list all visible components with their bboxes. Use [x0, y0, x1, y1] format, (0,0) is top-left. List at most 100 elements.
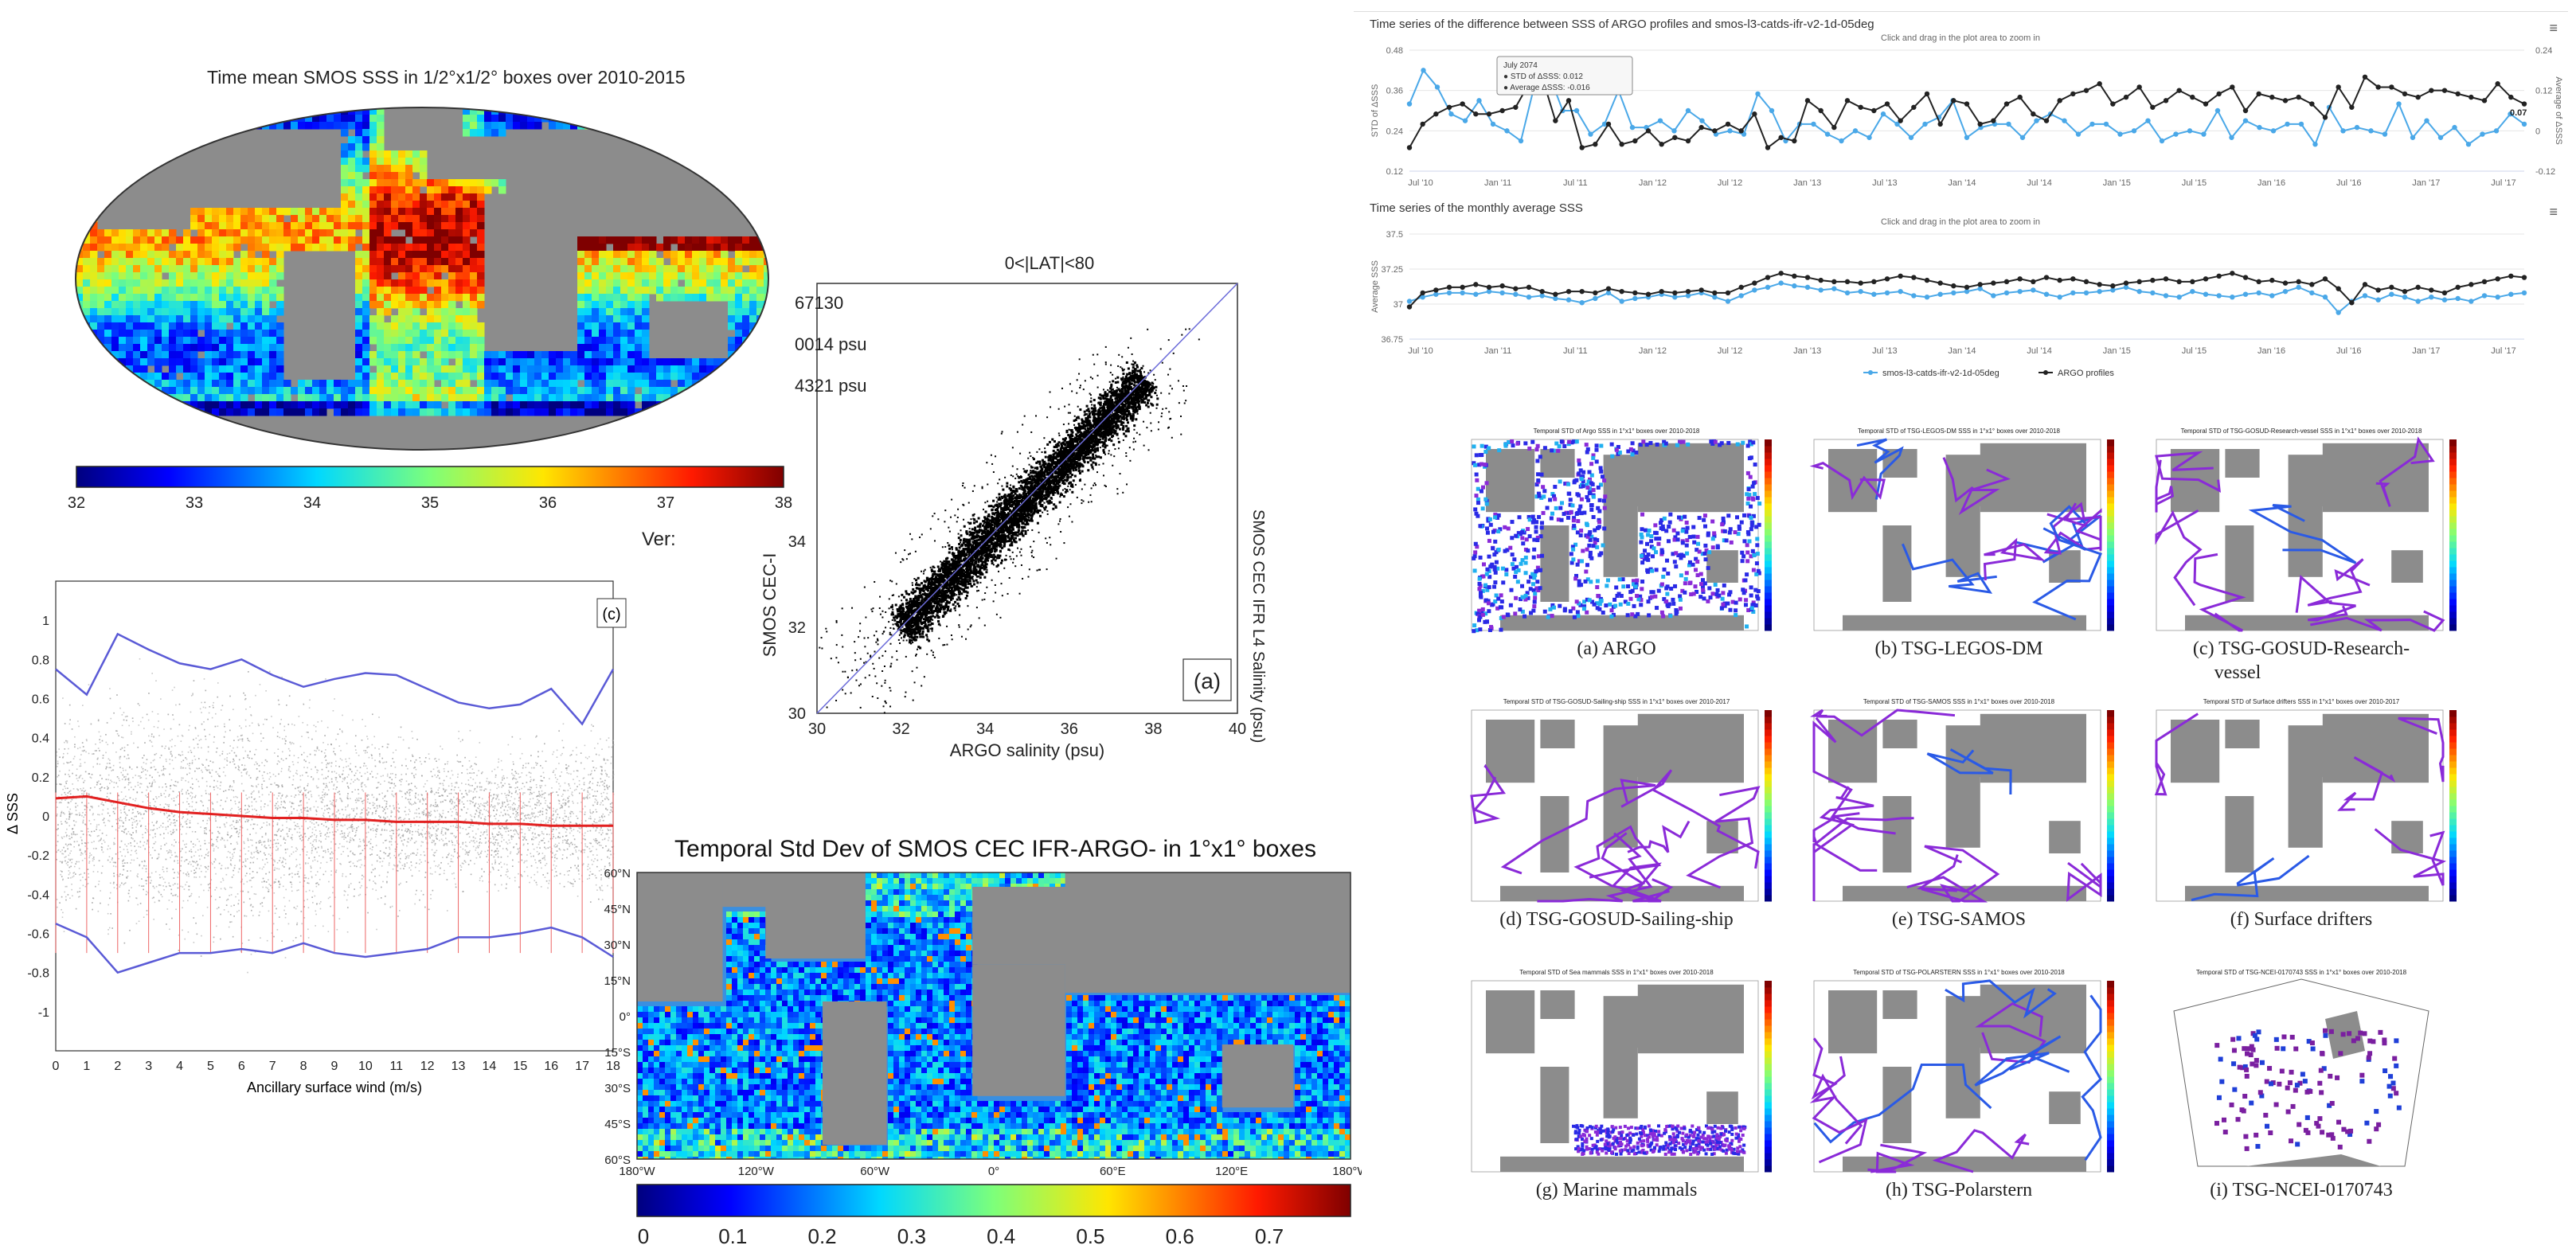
- ts-point: [2521, 275, 2527, 280]
- ts-point: [2173, 131, 2179, 137]
- ts-xtick-label: Jul '13: [1872, 178, 1897, 188]
- grid-map-title: Temporal STD of Sea mammals SSS in 1°x1°…: [1519, 969, 1714, 976]
- ts-point: [1659, 288, 1664, 295]
- wind-ytick-label: 0: [42, 810, 49, 824]
- ts-xtick-label: Jul '17: [2491, 178, 2515, 188]
- std-cbar-tick-label: 0: [638, 1224, 649, 1248]
- grid-map-caption: (d) TSG-GOSUD-Sailing-ship: [1499, 909, 1734, 930]
- grid-map-caption: (b) TSG-LEGOS-DM: [1875, 638, 2043, 659]
- ts-xtick-label: Jan '14: [1948, 346, 1976, 356]
- ts-point: [1884, 290, 1890, 296]
- ts-point: [1499, 283, 1505, 289]
- mean-map-colorbar: [76, 466, 784, 488]
- ts-point: [2402, 288, 2408, 295]
- ts-point: [2003, 279, 2010, 285]
- ts-point: [1818, 107, 1824, 114]
- grid-map-title: Temporal STD of TSG-GOSUD-Research-vesse…: [2181, 427, 2422, 435]
- ts-point: [1924, 277, 1930, 283]
- ts-xtick-label: Jul '16: [2336, 178, 2361, 188]
- wind-xtick-label: 14: [483, 1060, 497, 1073]
- std-map-lon-label: 60°E: [1100, 1165, 1126, 1178]
- mean-map-colorbar-ticks: 32 33 34 35 36 37 38: [68, 494, 792, 512]
- ts-point: [2043, 291, 2050, 297]
- ts-point: [2441, 297, 2448, 303]
- ts-xtick-label: Jul '12: [1718, 178, 1742, 188]
- ts-point: [1752, 287, 1757, 293]
- wind-xtick-label: 10: [358, 1060, 373, 1073]
- ts-point: [1672, 135, 1678, 140]
- ts-point: [1672, 295, 1678, 300]
- ts-point: [1446, 104, 1452, 110]
- ts-point: [1448, 111, 1454, 117]
- ts-difference-chart[interactable]: Time series of the difference between SS…: [1354, 11, 2568, 195]
- ts-point: [2495, 295, 2500, 300]
- ts-point: [1632, 295, 1638, 302]
- ts-point: [1460, 284, 1465, 291]
- ts-xtick-label: Jan '15: [2103, 178, 2131, 188]
- ts-point: [1908, 135, 1914, 140]
- ts-point: [2269, 293, 2275, 299]
- ts-point: [2285, 121, 2290, 127]
- scatter-xtick-label: 32: [892, 720, 909, 738]
- ts-point: [1804, 275, 1811, 280]
- ts-point: [2508, 273, 2514, 279]
- scatter-ytick-label: 32: [788, 619, 806, 637]
- ts-point: [1645, 128, 1652, 134]
- ts-point: [1579, 288, 1585, 295]
- ts-point: [2256, 91, 2261, 97]
- ts-xtick-label: Jul '15: [2182, 178, 2207, 188]
- ts-point: [1712, 128, 1718, 134]
- grid-map-colorbar: [1765, 439, 1772, 631]
- ts-xtick-label: Jul '11: [1563, 346, 1588, 356]
- std-cbar-tick-label: 0.1: [718, 1224, 747, 1248]
- grid-map-title: Temporal STD of TSG-LEGOS-DM SSS in 1°x1…: [1858, 427, 2060, 435]
- std-map-lon-label: 60°W: [860, 1165, 890, 1178]
- ts-point: [1911, 104, 1917, 110]
- wind-xtick-label: 12: [420, 1060, 435, 1073]
- ts-point: [2375, 297, 2381, 303]
- ts-point: [1619, 288, 1624, 295]
- ts-point: [1778, 280, 1784, 286]
- ts-point: [2312, 142, 2318, 147]
- ts-point: [1539, 293, 1545, 299]
- std-map-lat-label: 30°S: [604, 1082, 631, 1095]
- ts-point: [1566, 288, 1572, 295]
- scatter-right-axis-label: SMOS CEC IFR L4 Salinity (psu): [1249, 509, 1267, 743]
- wind-xtick-label: 11: [389, 1060, 403, 1073]
- ts-point: [2057, 98, 2062, 103]
- source-map-cell: Temporal STD of TSG-SAMOS SSS in 1°x1° b…: [1800, 693, 2142, 963]
- ts-point: [1605, 121, 1612, 127]
- ts-point: [1752, 280, 1757, 286]
- mean-cbar-tick-label: 36: [539, 494, 557, 512]
- ts-xtick-label: Jul '15: [2182, 346, 2207, 356]
- ts-point: [1446, 284, 1452, 291]
- wind-ytick-label: -0.6: [27, 928, 49, 942]
- wind-xtick-label: 1: [83, 1060, 90, 1073]
- ts-point: [1951, 290, 1956, 296]
- ts-point: [2145, 118, 2151, 123]
- ts-point: [2375, 287, 2381, 293]
- ts-point: [2424, 118, 2429, 123]
- ts-point: [1672, 290, 1678, 296]
- ts-point: [1738, 128, 1744, 134]
- ts-point: [2441, 290, 2448, 296]
- scatter-ytick-label: 34: [788, 533, 806, 551]
- ts-xtick-label: Jan '11: [1484, 346, 1511, 356]
- grid-map-colorbar: [1765, 981, 1772, 1173]
- scatter-stat-line: 4321 psu: [795, 376, 867, 396]
- ts-point: [1406, 101, 1413, 107]
- ts-monthly-sss-chart[interactable]: Time series of the monthly average SSS Cl…: [1354, 196, 2568, 379]
- ts-point: [2336, 310, 2341, 315]
- ts-point: [1858, 288, 1863, 295]
- ts-point: [2368, 128, 2374, 134]
- ts-point: [2269, 94, 2275, 100]
- source-map-cell: Temporal STD of TSG-NCEI-0170743 SSS in …: [2142, 963, 2484, 1234]
- ts-xtick-label: Jan '13: [1793, 346, 1821, 356]
- ts-point: [1922, 121, 1928, 127]
- ts-point: [1911, 293, 1917, 299]
- ts-point: [1964, 284, 1970, 291]
- ts-point: [2508, 111, 2513, 117]
- wind-xtick-label: 13: [451, 1060, 466, 1073]
- grid-map-caption-line2: vessel: [2214, 662, 2261, 683]
- ts-point: [2257, 124, 2262, 131]
